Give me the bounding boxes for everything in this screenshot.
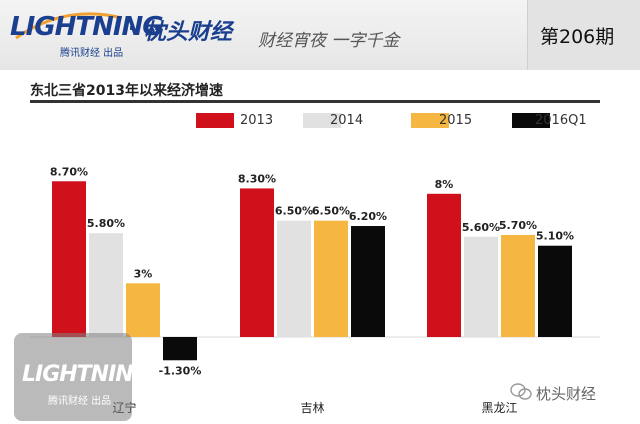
bar-label-2-2013: 8.30% — [238, 172, 276, 185]
chart-title: 东北三省2013年以来经济增速 — [30, 83, 223, 99]
legend-label-2014: 2014 — [330, 113, 364, 128]
bar-1-2014 — [89, 233, 123, 337]
brand-name: 枕头财经 — [144, 20, 233, 45]
bar-label-3-2015: 5.70% — [499, 219, 537, 232]
logo-word: LIGHTNING — [10, 12, 164, 42]
bar-label-3-2014: 5.60% — [462, 221, 500, 234]
legend-label-2013: 2013 — [240, 113, 274, 128]
bar-label-2-2014: 6.50% — [275, 205, 313, 218]
legend-label-2016q1: 2016Q1 — [535, 113, 587, 128]
bar-1-2015 — [126, 283, 160, 337]
bar-3-2016q1 — [538, 245, 572, 337]
legend-label-2015: 2015 — [439, 113, 473, 128]
wechat-icon — [510, 383, 532, 400]
legend-swatch-2014 — [303, 113, 341, 128]
watermark-box — [14, 333, 132, 421]
category-label-2: 吉林 — [300, 401, 324, 415]
slogan: 财经宵夜 一字千金 — [258, 31, 400, 51]
bar-label-2-2016q1: 6.20% — [349, 210, 387, 223]
watermark-logo-word: LIGHTNING — [22, 362, 151, 387]
category-label-3: 黑龙江 — [481, 401, 517, 415]
bar-label-1-2014: 5.80% — [87, 217, 125, 230]
legend-swatch-2016q1 — [512, 113, 550, 128]
logo-swoosh-icon — [15, 12, 123, 40]
bar-2-2015 — [314, 220, 348, 337]
header-banner: LIGHTNING 腾讯财经 出品 · 枕头财经 财经宵夜 一字千金 第206期 — [0, 0, 640, 70]
bar-label-1-2013: 8.70% — [50, 165, 88, 178]
bar-label-1-2016q1: -1.30% — [159, 364, 202, 377]
bar-label-1-2015: 3% — [134, 267, 153, 280]
bar-2-2013 — [240, 188, 274, 337]
bar-2-2014 — [277, 220, 311, 337]
logo-subtitle: 腾讯财经 出品 — [60, 48, 124, 59]
issue-box — [527, 0, 640, 70]
legend-swatch-2013 — [196, 113, 234, 128]
bar-3-2013 — [427, 193, 461, 337]
issue-number: 第206期 — [540, 26, 615, 48]
legend-swatch-2015 — [411, 113, 449, 128]
bar-2-2016q1 — [351, 226, 385, 337]
bar-1-2016q1 — [163, 337, 197, 361]
brand-separator: · — [128, 16, 136, 40]
wechat-account-name: 枕头财经 — [536, 385, 597, 403]
bar-label-3-2013: 8% — [435, 178, 454, 191]
bar-label-3-2016q1: 5.10% — [536, 230, 574, 243]
title-divider — [30, 100, 600, 103]
bar-3-2014 — [464, 236, 498, 337]
watermark-logo-subtitle: 腾讯财经 出品 — [48, 396, 112, 407]
bar-3-2015 — [501, 234, 535, 337]
bar-label-2-2015: 6.50% — [312, 205, 350, 218]
bar-1-2013 — [52, 181, 86, 337]
